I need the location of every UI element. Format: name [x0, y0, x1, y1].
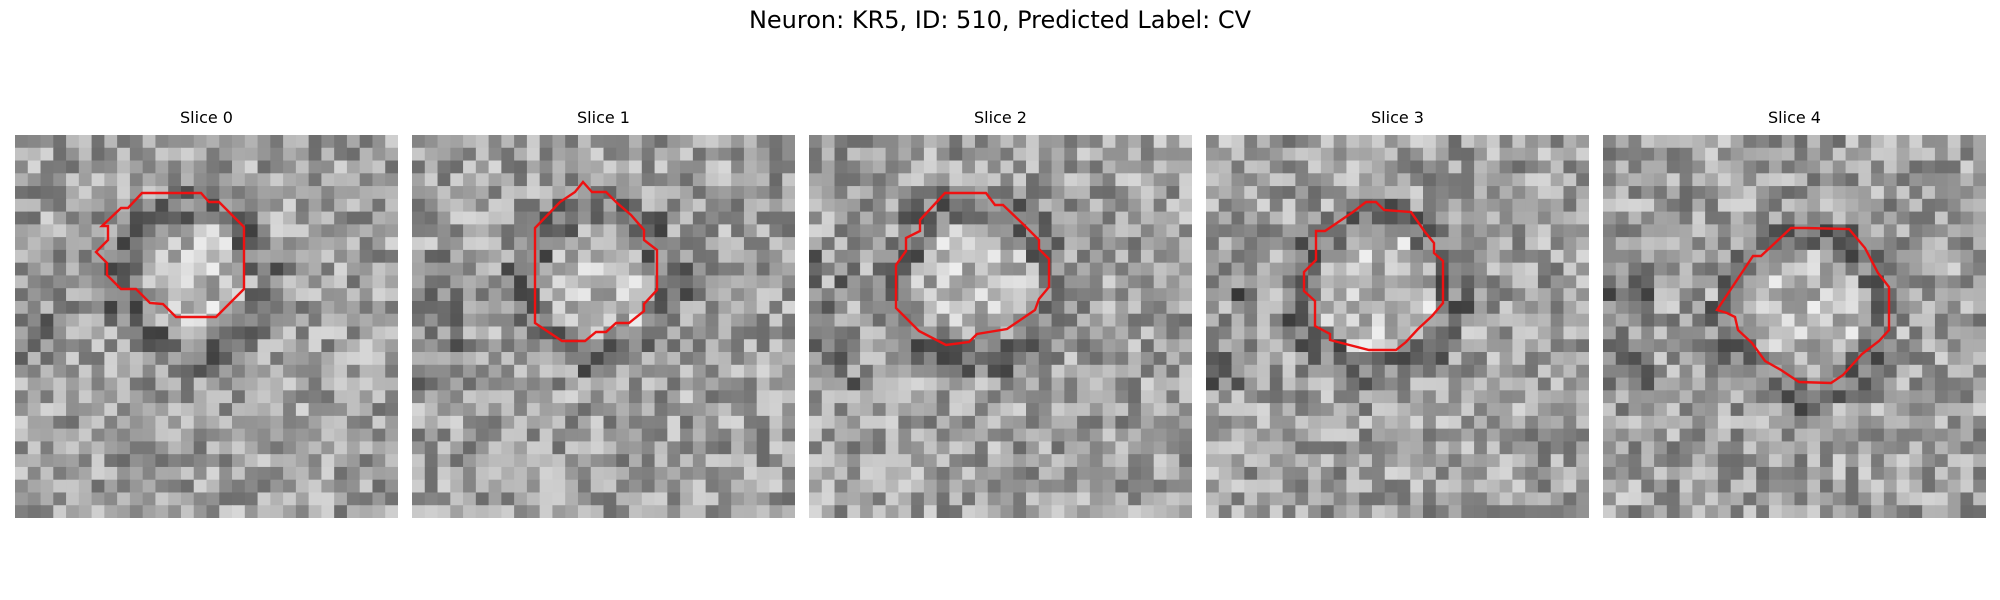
slice-image — [1206, 135, 1589, 518]
slice-title: Slice 2 — [974, 108, 1027, 127]
slice-title: Slice 4 — [1768, 108, 1821, 127]
roi-contour — [894, 191, 1051, 347]
roi-contour — [533, 180, 659, 343]
slice-title: Slice 3 — [1371, 108, 1424, 127]
slice-image — [809, 135, 1192, 518]
figure-title: Neuron: KR5, ID: 510, Predicted Label: C… — [748, 6, 1252, 34]
microscopy-pixels — [1603, 135, 1986, 518]
slice-image — [15, 135, 398, 518]
slice-image — [412, 135, 795, 518]
roi-contour — [94, 191, 246, 319]
slice-image — [1603, 135, 1986, 518]
microscopy-pixels — [412, 135, 795, 518]
roi-contour — [1302, 200, 1445, 352]
microscopy-pixels — [1206, 135, 1589, 518]
slice-title: Slice 0 — [180, 108, 233, 127]
roi-contour — [1715, 226, 1891, 385]
slice-title: Slice 1 — [577, 108, 630, 127]
microscopy-pixels — [809, 135, 1192, 518]
microscopy-pixels — [15, 135, 398, 518]
